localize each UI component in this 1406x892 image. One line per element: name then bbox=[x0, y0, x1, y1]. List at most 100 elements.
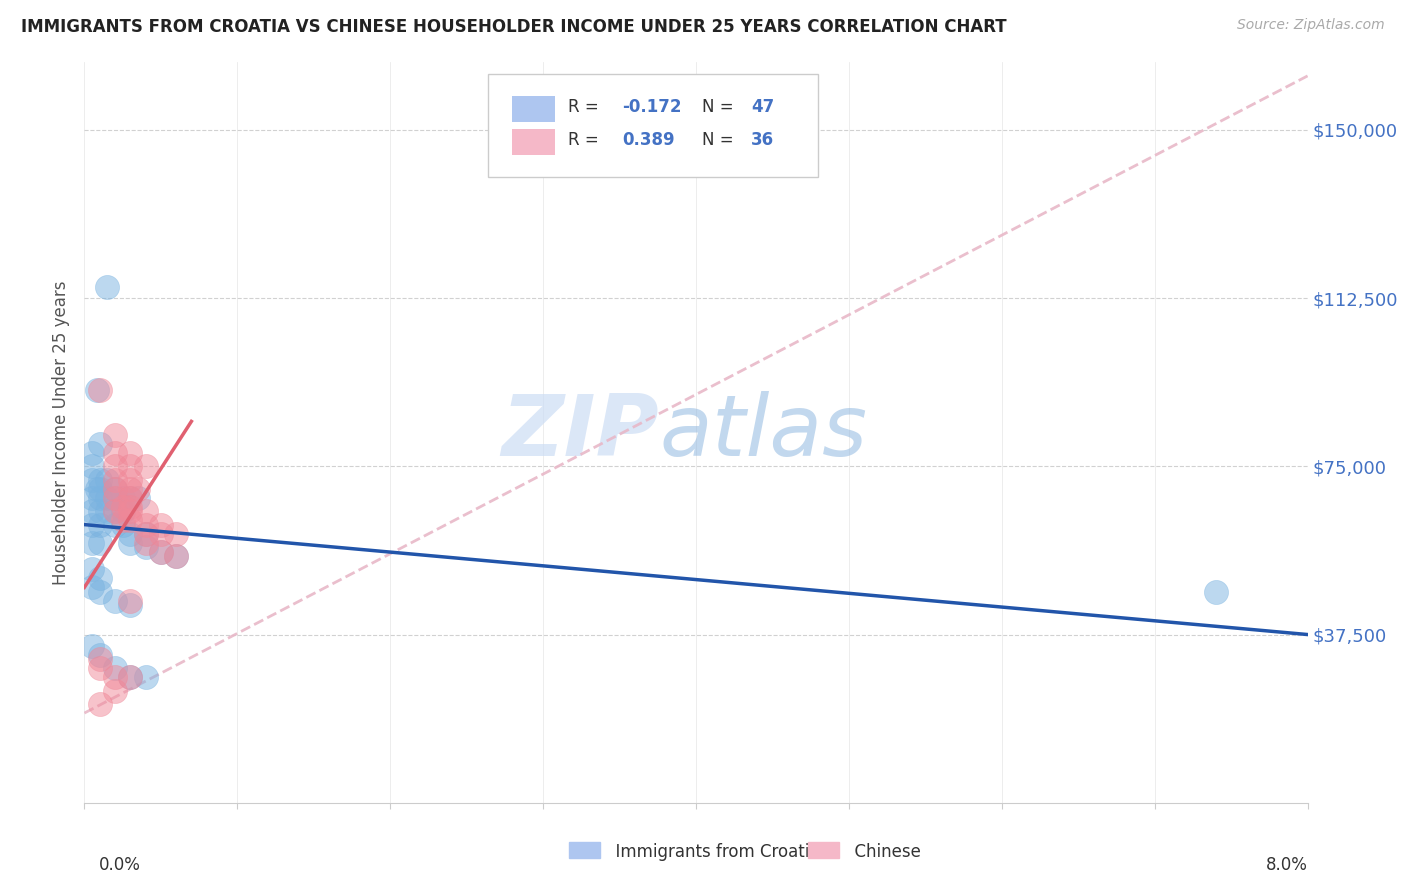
Text: -0.172: -0.172 bbox=[623, 98, 682, 116]
Point bbox=[104, 504, 127, 518]
Point bbox=[104, 446, 127, 460]
Point bbox=[80, 459, 103, 474]
Point bbox=[89, 648, 111, 662]
Point bbox=[89, 491, 111, 505]
Point bbox=[80, 535, 103, 549]
Point bbox=[89, 652, 111, 666]
Point bbox=[104, 594, 127, 608]
Text: IMMIGRANTS FROM CROATIA VS CHINESE HOUSEHOLDER INCOME UNDER 25 YEARS CORRELATION: IMMIGRANTS FROM CROATIA VS CHINESE HOUSE… bbox=[21, 18, 1007, 36]
Point bbox=[135, 526, 157, 541]
Point bbox=[96, 504, 118, 518]
Point bbox=[135, 535, 157, 549]
Point bbox=[127, 482, 149, 496]
FancyBboxPatch shape bbox=[488, 73, 818, 178]
Point bbox=[165, 549, 187, 563]
Point bbox=[104, 482, 127, 496]
Point bbox=[104, 661, 127, 675]
Point bbox=[120, 670, 142, 684]
Point bbox=[120, 599, 142, 613]
Point bbox=[89, 535, 111, 549]
Bar bbox=[513, 95, 555, 121]
Y-axis label: Householder Income Under 25 years: Householder Income Under 25 years bbox=[52, 280, 70, 585]
Point bbox=[120, 446, 142, 460]
Point bbox=[104, 517, 127, 532]
Text: 0.0%: 0.0% bbox=[98, 856, 141, 874]
Point bbox=[80, 491, 103, 505]
Point bbox=[80, 581, 103, 595]
Point bbox=[89, 482, 111, 496]
Point bbox=[80, 639, 103, 653]
Point bbox=[89, 571, 111, 585]
Text: Chinese: Chinese bbox=[844, 843, 921, 861]
Point bbox=[135, 459, 157, 474]
Text: 0.389: 0.389 bbox=[623, 131, 675, 149]
Point bbox=[80, 504, 103, 518]
Point bbox=[89, 697, 111, 711]
Point bbox=[80, 517, 103, 532]
Bar bbox=[513, 129, 555, 155]
Point bbox=[120, 482, 142, 496]
Text: Source: ZipAtlas.com: Source: ZipAtlas.com bbox=[1237, 18, 1385, 32]
Point bbox=[86, 383, 108, 397]
Point bbox=[89, 383, 111, 397]
Point bbox=[120, 513, 142, 527]
Point bbox=[120, 526, 142, 541]
Point bbox=[1205, 585, 1227, 599]
Point bbox=[135, 670, 157, 684]
Point bbox=[120, 670, 142, 684]
Point bbox=[104, 491, 127, 505]
Point bbox=[111, 491, 134, 505]
Point bbox=[104, 670, 127, 684]
Point bbox=[120, 491, 142, 505]
Point bbox=[80, 446, 103, 460]
Text: 8.0%: 8.0% bbox=[1265, 856, 1308, 874]
Text: R =: R = bbox=[568, 131, 603, 149]
Point bbox=[149, 544, 172, 558]
Point bbox=[111, 504, 134, 518]
Text: ZIP: ZIP bbox=[502, 391, 659, 475]
Point bbox=[111, 500, 134, 514]
Point bbox=[135, 540, 157, 554]
Point bbox=[104, 482, 127, 496]
Point bbox=[104, 459, 127, 474]
Point bbox=[127, 491, 149, 505]
Point bbox=[104, 428, 127, 442]
Point bbox=[135, 517, 157, 532]
Point bbox=[111, 513, 134, 527]
Point bbox=[104, 504, 127, 518]
Text: N =: N = bbox=[702, 98, 740, 116]
Point bbox=[120, 459, 142, 474]
Point bbox=[135, 504, 157, 518]
Point bbox=[135, 526, 157, 541]
Point bbox=[96, 473, 118, 487]
Point bbox=[96, 280, 118, 294]
Point bbox=[111, 517, 134, 532]
Point bbox=[149, 526, 172, 541]
Text: R =: R = bbox=[568, 98, 603, 116]
Text: atlas: atlas bbox=[659, 391, 868, 475]
Point bbox=[149, 544, 172, 558]
Point bbox=[104, 491, 127, 505]
Point bbox=[149, 517, 172, 532]
Point bbox=[165, 526, 187, 541]
Point bbox=[120, 594, 142, 608]
Point bbox=[89, 473, 111, 487]
Point bbox=[89, 504, 111, 518]
Point bbox=[89, 585, 111, 599]
Point bbox=[120, 535, 142, 549]
Point bbox=[89, 661, 111, 675]
Text: N =: N = bbox=[702, 131, 740, 149]
Text: 36: 36 bbox=[751, 131, 775, 149]
Point bbox=[120, 491, 142, 505]
Point bbox=[120, 473, 142, 487]
Point bbox=[165, 549, 187, 563]
Point bbox=[120, 504, 142, 518]
Point bbox=[86, 482, 108, 496]
Point bbox=[120, 500, 142, 514]
Text: Immigrants from Croatia: Immigrants from Croatia bbox=[605, 843, 820, 861]
Point bbox=[104, 683, 127, 698]
Point bbox=[89, 517, 111, 532]
Point bbox=[96, 491, 118, 505]
Point bbox=[80, 562, 103, 576]
Point bbox=[104, 473, 127, 487]
